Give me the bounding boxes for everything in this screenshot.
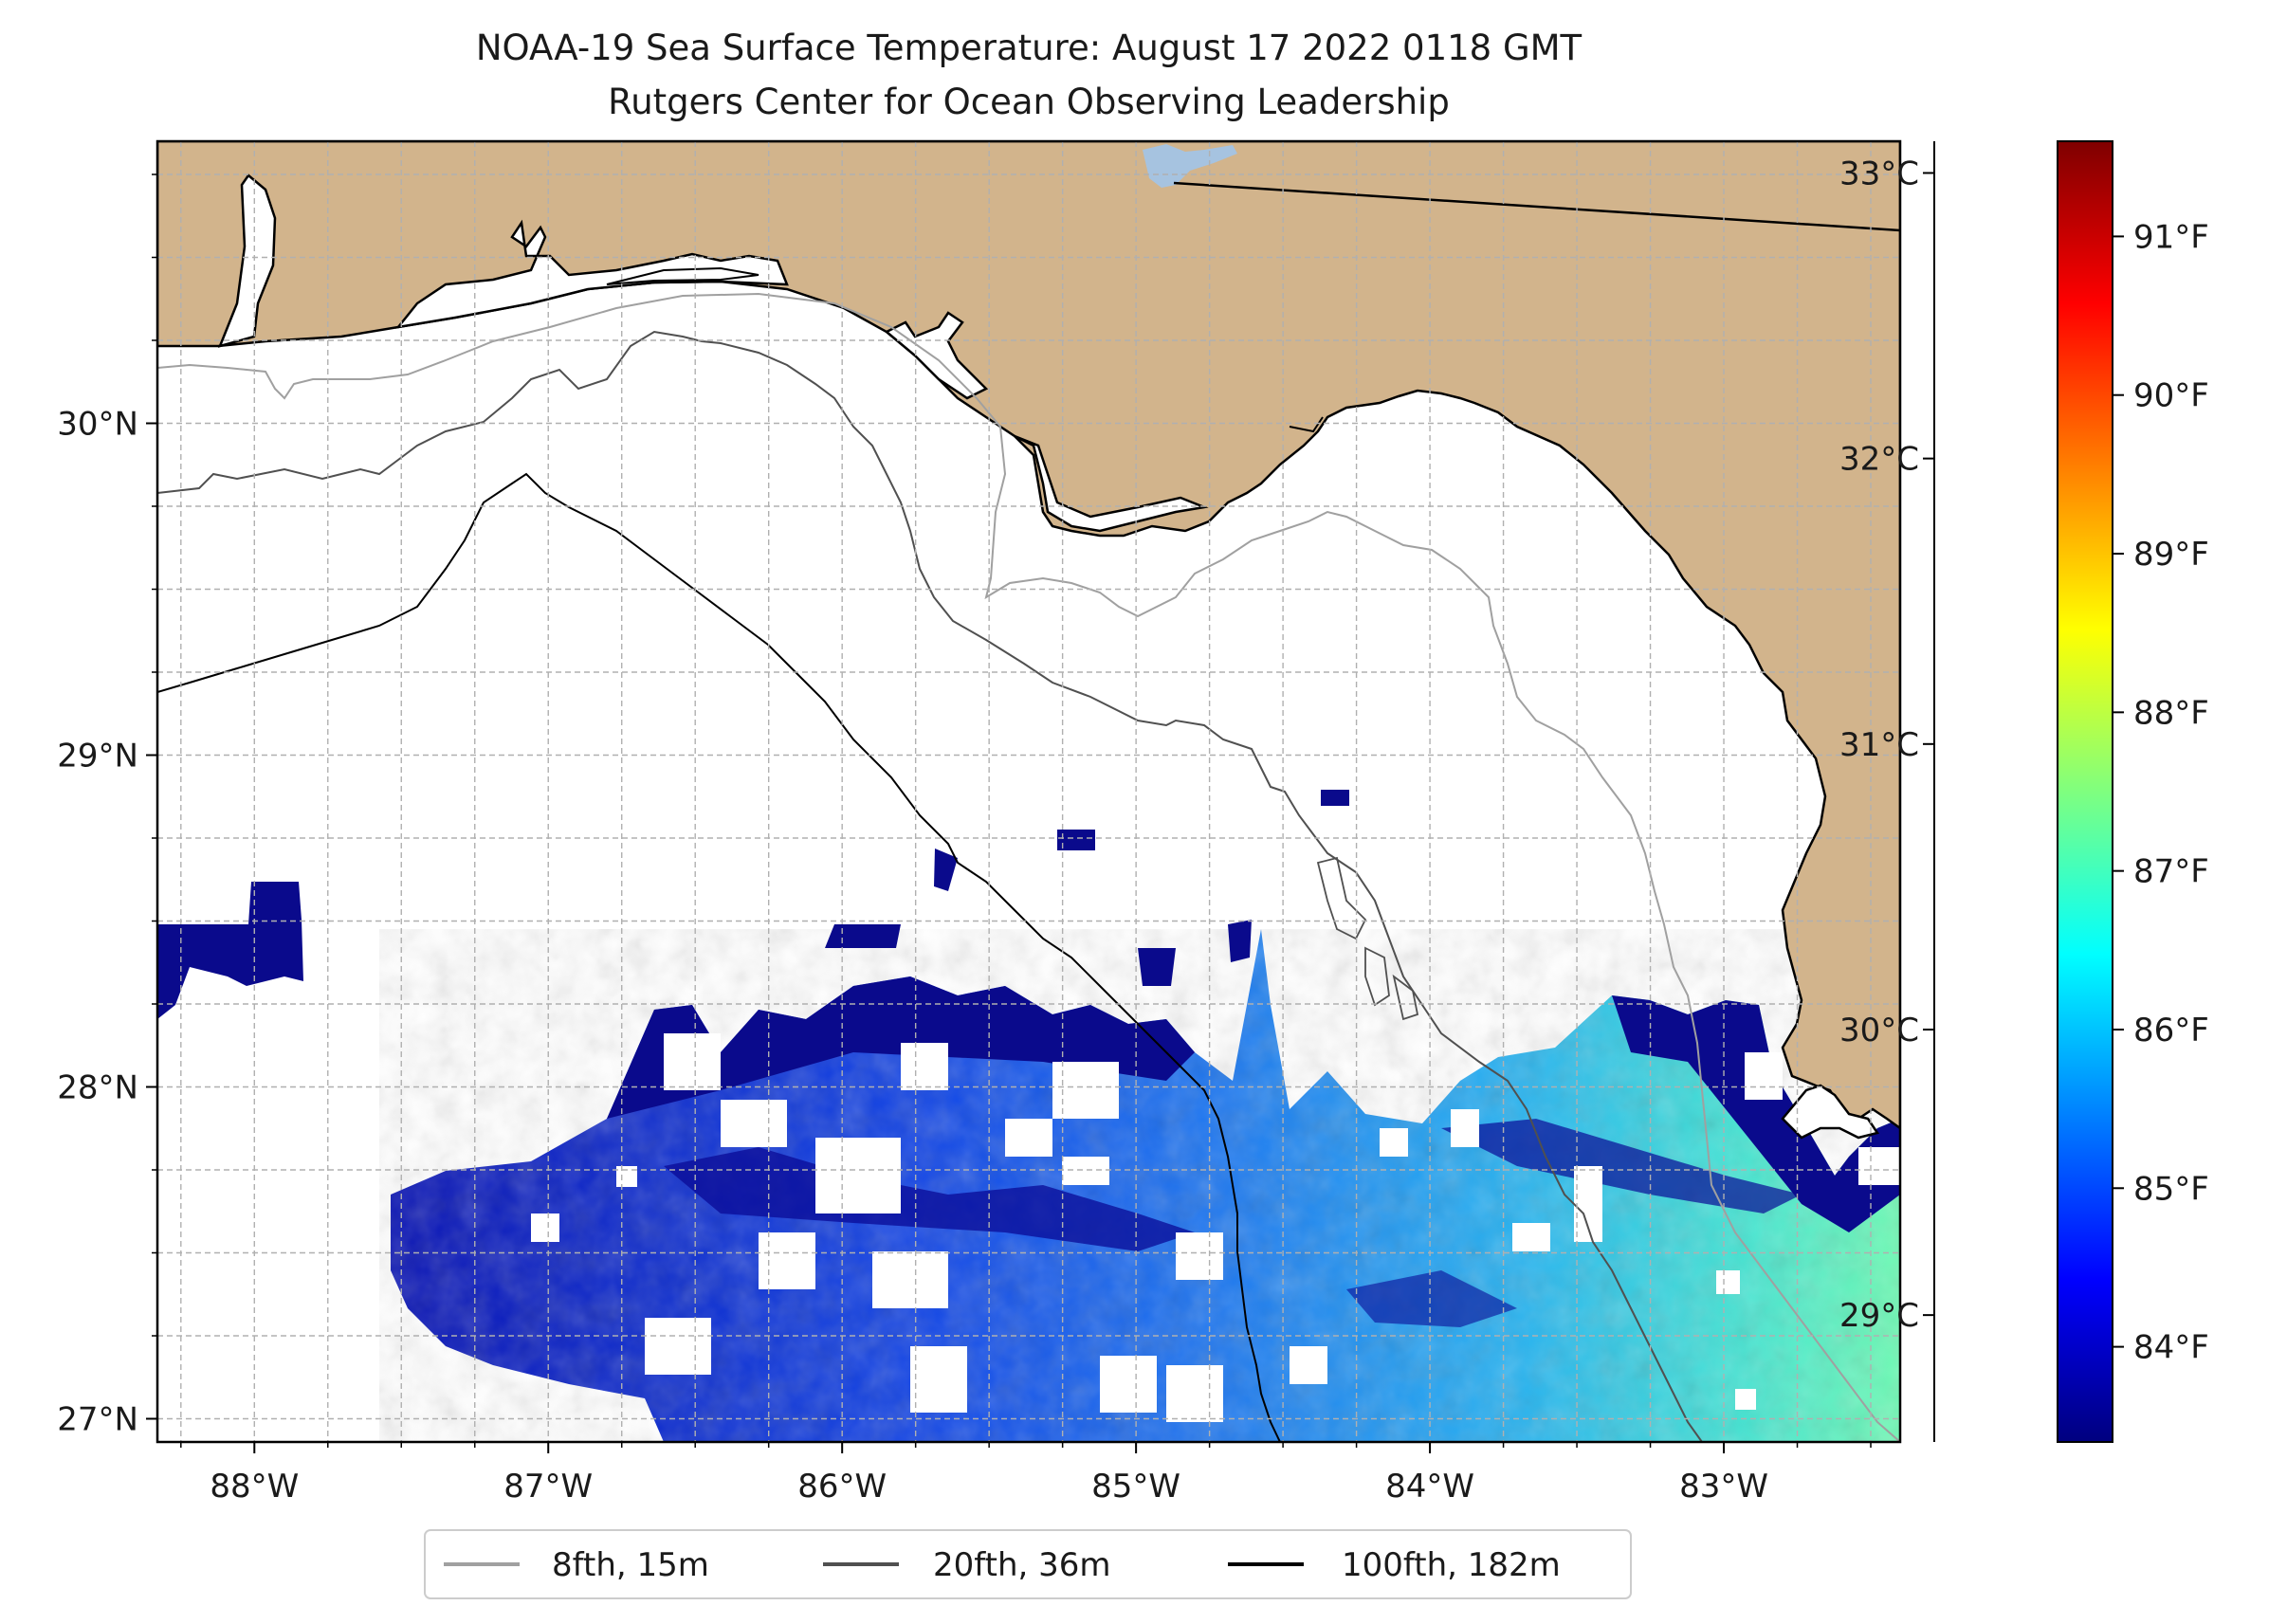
x-tick-label: 87°W [503,1468,593,1505]
legend: 8fth, 15m 20fth, 36m 100fth, 182m [424,1529,1632,1599]
sst-patch [825,924,901,948]
colorbar-f-label: 91°F [2133,218,2209,256]
choctawhatchee-bay [606,266,759,285]
x-tick-label: 88°W [210,1468,299,1505]
colorbar-celsius-axis: 29°C 30°C 31°C 32°C 33°C [1839,141,1935,1442]
y-axis: 30°N 29°N 28°N 27°N [57,173,157,1439]
colorbar-gradient [2057,140,2113,1443]
isobath-8fth [157,292,1900,1442]
x-tick-label: 83°W [1679,1468,1768,1505]
cloud-gap [1716,1270,1740,1294]
colorbar: 29°C 30°C 31°C 32°C 33°C 84°F 85°F 86°F 87°F 88°… [1839,140,2209,1443]
isobath-20fth [157,330,1703,1442]
cloud-gap [645,1318,711,1375]
legend-label-8fth: 8fth, 15m [552,1546,709,1584]
cloud-gap [1380,1128,1408,1157]
lake-seminole [1143,144,1237,188]
sst-cool-band-3 [1346,1270,1517,1327]
apalachee-bay-coast [1289,416,1324,433]
x-tick-label: 85°W [1091,1468,1180,1505]
colorbar-c-label: 33°C [1839,155,1919,192]
cloud-gap [1512,1223,1550,1251]
sst-patch [1321,790,1349,806]
cloud-gap [1166,1365,1223,1422]
colorbar-f-label: 90°F [2133,377,2209,415]
cloud-gap [1735,1389,1756,1410]
y-tick-label: 28°N [57,1069,138,1107]
cloud-gap [531,1213,559,1242]
cloud-gap [1858,1147,1900,1185]
cloud-gap [759,1232,815,1289]
cloud-gap [910,1346,967,1413]
map-frame [156,139,1902,1444]
isobath-20fth-shoals [1316,856,1419,1021]
colorbar-c-label: 32°C [1839,441,1919,479]
state-border [1173,181,1900,232]
colorbar-f-label: 87°F [2133,853,2209,891]
map-panel [157,141,1900,1442]
sst-patch [1138,948,1176,986]
cloud-gap [1062,1157,1109,1185]
perdido-pensacola-bay [394,219,789,329]
sst-nw-patch [157,882,303,1019]
title-line-2: Rutgers Center for Ocean Observing Leade… [608,82,1450,122]
land-mass [157,141,1900,1130]
colorbar-f-label: 89°F [2133,536,2209,574]
colorbar-f-label: 84°F [2133,1329,2209,1367]
colorbar-c-label: 29°C [1839,1297,1919,1335]
y-tick-label: 30°N [57,406,138,444]
x-tick-label: 84°W [1385,1468,1474,1505]
sst-patch [1057,830,1095,850]
sst-patch [934,848,958,891]
legend-label-20fth: 20fth, 36m [933,1546,1111,1584]
cloud-gaps [531,1033,1900,1422]
y-tick-label: 27°N [57,1401,138,1439]
legend-box [424,1529,1632,1599]
cloud-gap [721,1100,787,1147]
cloud-gap [664,1033,721,1090]
isobath-100fth [157,472,1281,1442]
cloud-gap [1745,1052,1783,1100]
cloud-gap [815,1138,901,1213]
colorbar-fahrenheit-axis: 84°F 85°F 86°F 87°F 88°F 89°F 90°F 91°F [2113,218,2209,1367]
cloud-gap [1100,1356,1157,1413]
cloud-gap [872,1251,948,1308]
cloud-gap [901,1043,948,1090]
cloud-gap [1005,1119,1052,1157]
cloud-gap [1290,1346,1320,1375]
colorbar-f-label: 86°F [2133,1012,2209,1049]
colorbar-f-label: 88°F [2133,694,2209,732]
y-tick-label: 29°N [57,738,138,776]
st-andrews-bay [884,311,989,400]
cloud-gap [1176,1232,1223,1280]
sst-east-fringe [1612,995,1900,1232]
colorbar-c-label: 31°C [1839,726,1919,764]
cloud-gap [1451,1109,1479,1147]
legend-label-100fth: 100fth, 182m [1342,1546,1561,1584]
title-line-1: NOAA-19 Sea Surface Temperature: August … [476,27,1583,68]
x-axis: 88°W 87°W 86°W 85°W 84°W 83°W [180,1442,1872,1505]
colorbar-f-label: 85°F [2133,1170,2209,1208]
mobile-bay [217,173,277,348]
x-tick-label: 86°W [797,1468,887,1505]
cloud-gap [1052,1062,1119,1119]
sst-patch [1228,920,1252,962]
colorbar-c-label: 30°C [1839,1012,1919,1049]
cloud-gap [616,1166,637,1187]
map-gridlines [157,141,1900,1442]
sst-cool-band-2 [1441,1119,1802,1213]
